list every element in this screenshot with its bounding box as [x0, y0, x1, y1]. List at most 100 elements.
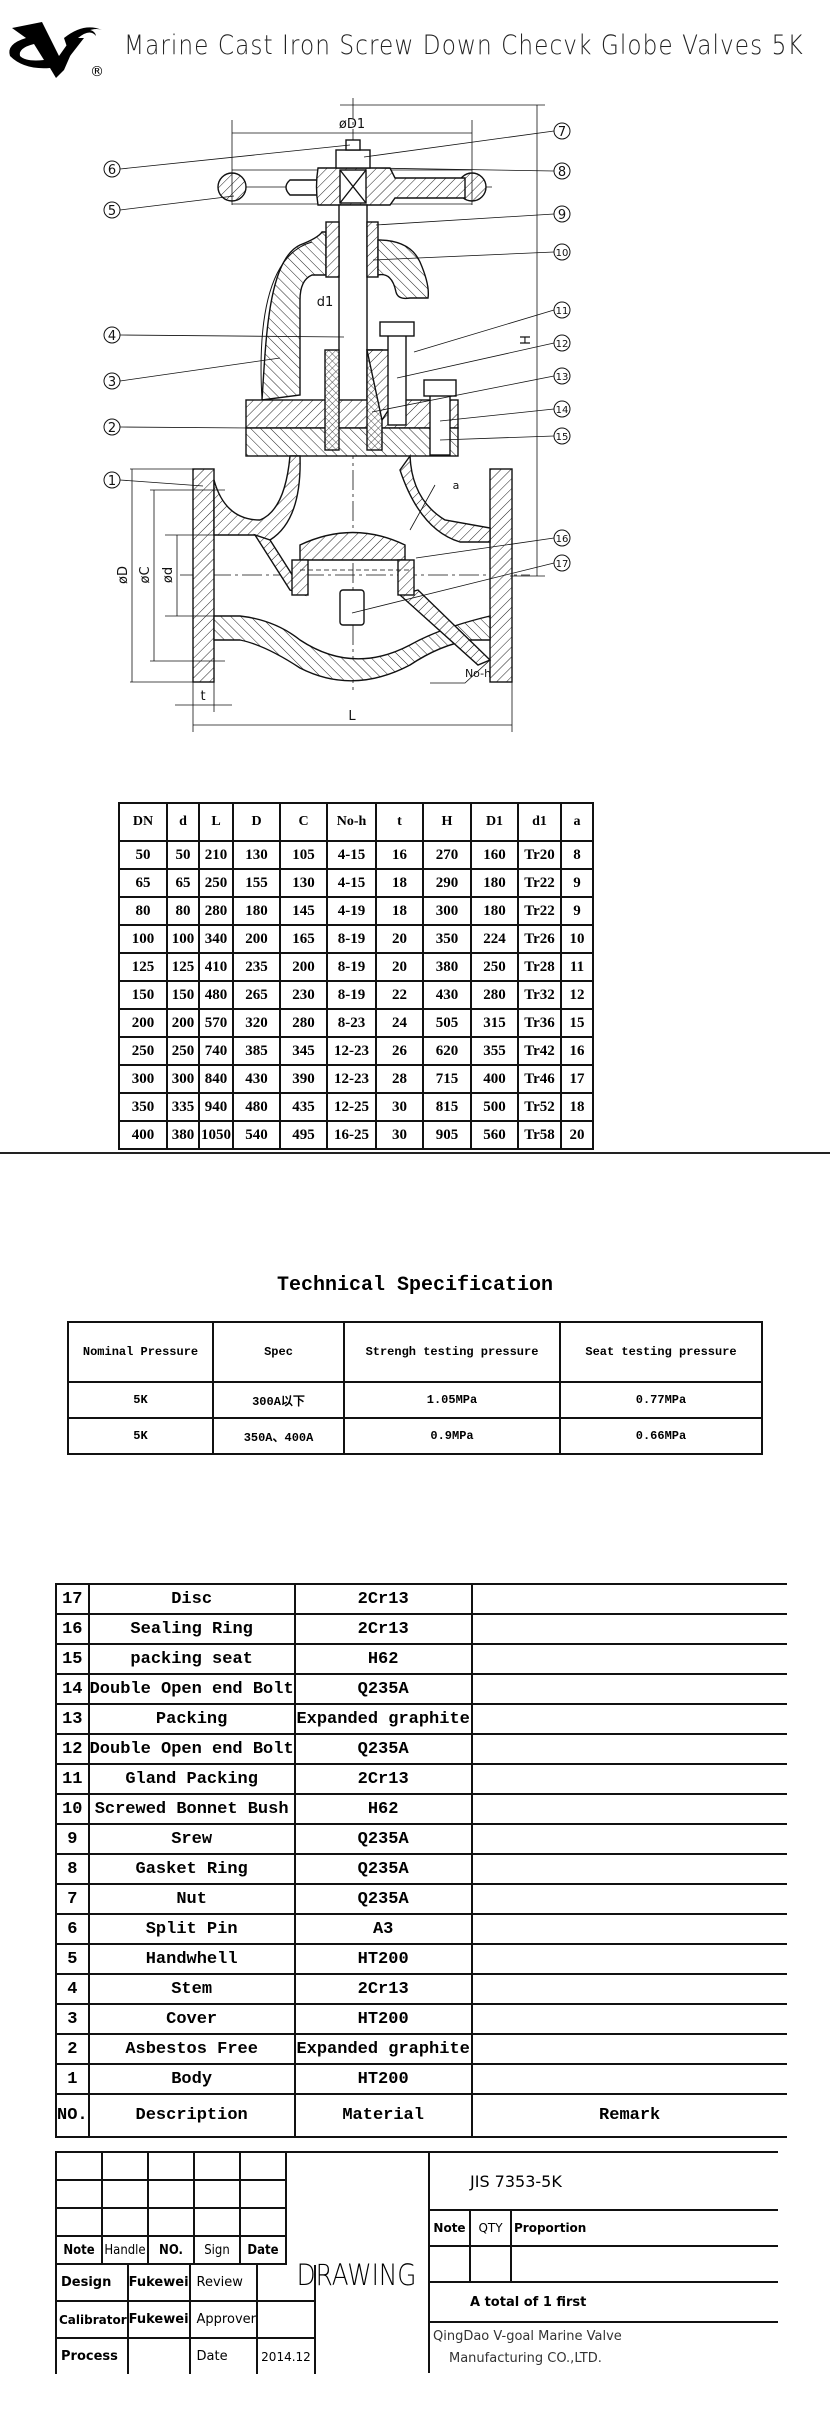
parts-row-cell: Q235A	[293, 1883, 473, 1915]
parts-row-cell	[470, 1763, 787, 1795]
dimension-row-cell: 300	[422, 896, 472, 926]
dimension-row-cell: 430	[232, 1064, 281, 1094]
parts-row: 17 Disc 2Cr13	[55, 1583, 787, 1615]
dimension-row-cell: 315	[470, 1008, 519, 1038]
dim-D-label: øD	[116, 566, 131, 584]
drawing-label: DRAWING	[296, 2258, 417, 2292]
parts-row-cell: Double Open end Bolt	[87, 1673, 296, 1705]
spec-header-row-cell: Seat testing pressure	[559, 1321, 763, 1383]
callout-6: 6	[103, 160, 121, 178]
parts-row: 11 Gland Packing 2Cr13	[55, 1763, 787, 1795]
dimension-row-cell: Tr36	[517, 1008, 562, 1038]
parts-row-cell: 2	[55, 2033, 90, 2065]
parts-row: 6 Split Pin A3	[55, 1913, 787, 1945]
dimension-row-cell: Tr42	[517, 1036, 562, 1066]
parts-row-cell	[470, 1913, 787, 1945]
dimension-row-cell: 385	[232, 1036, 281, 1066]
spec-row-cell: 300A以下	[212, 1381, 345, 1419]
dimension-row-cell: 350	[422, 924, 472, 954]
parts-row-cell: HT200	[293, 2003, 473, 2035]
dimension-row-cell: 480	[198, 980, 234, 1010]
dim-Noh-label: No-h	[465, 667, 491, 680]
dimension-row-cell: 165	[279, 924, 328, 954]
dimension-row-cell: 8-19	[326, 924, 377, 954]
dimension-row-cell: 480	[232, 1092, 281, 1122]
dim-t-label: t	[200, 689, 205, 704]
dimension-row-cell: 250	[198, 868, 234, 898]
parts-row: 3 Cover HT200	[55, 2003, 787, 2035]
parts-row-cell: 8	[55, 1853, 90, 1885]
parts-row: 15 packing seat H62	[55, 1643, 787, 1675]
dimension-row-cell: 435	[279, 1092, 328, 1122]
parts-row: 16 Sealing Ring 2Cr13	[55, 1613, 787, 1645]
dimension-row-cell: 145	[279, 896, 328, 926]
process-label: Process	[55, 2338, 129, 2374]
parts-row-cell: Gland Packing	[87, 1763, 296, 1795]
dimension-row-cell: 340	[198, 924, 234, 954]
parts-row-cell: 3	[55, 2003, 90, 2035]
svg-text:6: 6	[108, 163, 116, 178]
dimension-row-cell: 20	[375, 924, 424, 954]
dimension-row-cell: 8	[560, 840, 594, 870]
dimension-row-cell: 100	[166, 924, 200, 954]
dimension-row: 300 300 840 430 390 12-23 28 715 400 Tr46 17	[118, 1064, 594, 1094]
dimension-row-cell: 350	[118, 1092, 168, 1122]
rev-date-header: Date	[239, 2235, 287, 2265]
dimension-row-cell: Tr22	[517, 868, 562, 898]
parts-row-cell: Expanded graphite	[293, 2033, 473, 2065]
dimension-row-cell: 16	[375, 840, 424, 870]
parts-row-cell: 12	[55, 1733, 90, 1765]
dimension-row-cell: 125	[118, 952, 168, 982]
parts-row-cell: Nut	[87, 1883, 296, 1915]
dimension-row: 100 100 340 200 165 8-19 20 350 224 Tr26 10	[118, 924, 594, 954]
parts-row-cell: 1	[55, 2063, 90, 2095]
dimension-row-cell: 345	[279, 1036, 328, 1066]
dimension-row-cell: 30	[375, 1120, 424, 1150]
drawing-label-box	[285, 2151, 428, 2375]
dimension-row-cell: 940	[198, 1092, 234, 1122]
dimension-row-cell: 300	[166, 1064, 200, 1094]
parts-row-cell: A3	[293, 1913, 473, 1945]
svg-text:2: 2	[108, 421, 116, 436]
dimension-row-cell: 200	[118, 1008, 168, 1038]
parts-row-cell	[470, 1823, 787, 1855]
dim-H-label: H	[519, 335, 534, 345]
dimension-row-cell: 200	[166, 1008, 200, 1038]
dim-L-label: L	[348, 709, 356, 724]
svg-text:8: 8	[558, 165, 566, 180]
dimension-row-cell: 290	[422, 868, 472, 898]
dimension-row-cell: 125	[166, 952, 200, 982]
parts-row-cell: Stem	[87, 1973, 296, 2005]
approver-label: Approver	[188, 2301, 258, 2339]
revision-table: Note Handle NO. Sign Date	[55, 2151, 287, 2265]
proportion-label: Proportion	[510, 2209, 778, 2247]
dim-D1-label: øD1	[339, 117, 365, 132]
svg-text:1: 1	[108, 474, 116, 489]
parts-row-cell	[470, 1853, 787, 1885]
parts-row-cell: 17	[55, 1583, 90, 1615]
parts-row-cell	[470, 1973, 787, 2005]
callout-3: 3	[103, 372, 121, 390]
dimension-row-cell: 410	[198, 952, 234, 982]
parts-row: 5 Handwhell HT200	[55, 1943, 787, 1975]
dimension-header-row-cell: D1	[470, 802, 519, 842]
dimension-row-cell: 65	[118, 868, 168, 898]
dimension-row-cell: 15	[560, 1008, 594, 1038]
company-line-2: Manufacturing CO.,LTD.	[449, 2351, 602, 2366]
parts-row-cell: Asbestos Free	[87, 2033, 296, 2065]
dim-C-label: øC	[138, 566, 153, 583]
dimension-row-cell: 4-15	[326, 840, 377, 870]
spec-table: Nominal Pressure Spec Strengh testing pres…	[67, 1321, 763, 1455]
note-label: Note	[428, 2209, 470, 2247]
svg-text:4: 4	[108, 329, 116, 344]
dimension-row-cell: Tr46	[517, 1064, 562, 1094]
dimension-row: 200 200 570 320 280 8-23 24 505 315 Tr36 15	[118, 1008, 594, 1038]
parts-header-row-cell: NO.	[55, 2093, 90, 2138]
company-name: QingDao V-goal Marine Valve Manufacturin…	[428, 2321, 778, 2373]
dimension-header-row-cell: DN	[118, 802, 168, 842]
dimension-row-cell: 130	[232, 840, 281, 870]
dimension-header-row-cell: D	[232, 802, 281, 842]
parts-row-cell: 16	[55, 1613, 90, 1645]
parts-row: 12 Double Open end Bolt Q235A	[55, 1733, 787, 1765]
dimension-row-cell: 715	[422, 1064, 472, 1094]
